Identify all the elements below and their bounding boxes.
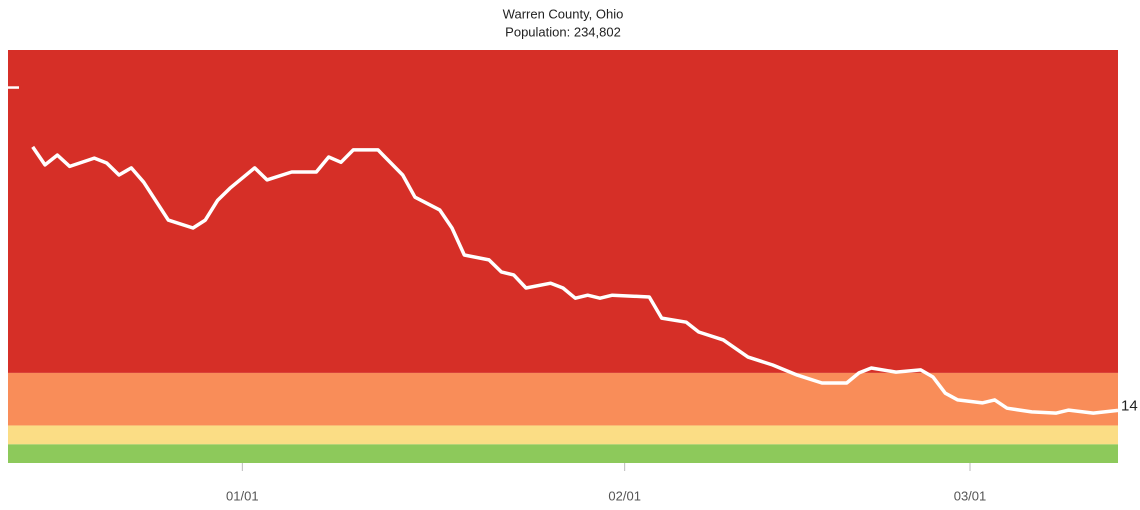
x-tick-label: 01/01	[226, 488, 259, 503]
line-series	[31, 145, 1119, 415]
end-label: 14	[1121, 397, 1138, 414]
chart-title: Warren County, Ohio	[503, 6, 624, 21]
x-tick-label: 02/01	[608, 488, 641, 503]
risk-band	[8, 425, 1118, 445]
x-tick-label: 03/01	[954, 488, 987, 503]
risk-band	[8, 50, 1118, 373]
risk-band	[8, 444, 1118, 463]
chart-subtitle: Population: 234,802	[505, 24, 621, 39]
risk-band	[8, 372, 1118, 426]
